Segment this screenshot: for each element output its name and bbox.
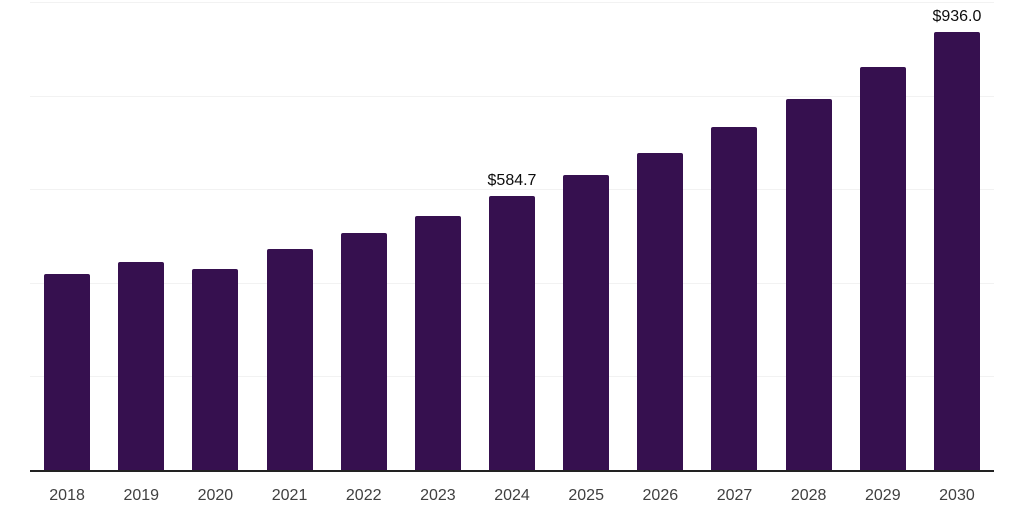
bar-2028 [785, 99, 832, 470]
gridline-600 [30, 189, 994, 191]
bar-2026 [637, 153, 684, 470]
x-tick-2020: 2020 [197, 487, 234, 504]
bar-2021 [266, 248, 313, 470]
x-tick-2022: 2022 [345, 487, 382, 504]
x-tick-2018: 2018 [49, 487, 85, 504]
x-tick-2019: 2019 [123, 487, 160, 504]
bar-2030 [933, 31, 980, 470]
plot-area: $584.7 $936.0 [30, 2, 994, 472]
x-tick-2030: 2030 [939, 487, 975, 504]
bar-2029 [859, 67, 906, 470]
bar-2024 [489, 196, 535, 470]
x-axis-tick-labels: 2018 2019 2020 2021 2022 2023 2024 2025 2026 2027… [30, 474, 994, 505]
bar-2025 [563, 175, 610, 470]
x-tick-2028: 2028 [790, 487, 827, 504]
x-tick-2026: 2026 [642, 487, 679, 504]
x-tick-2025: 2025 [568, 487, 604, 504]
bar-value-label-2024: $584.7 [487, 172, 537, 190]
bar-2020 [192, 268, 239, 470]
x-tick-2021: 2021 [271, 487, 308, 504]
x-tick-2027: 2027 [716, 487, 753, 504]
x-tick-2023: 2023 [420, 487, 456, 504]
bar-2023 [414, 215, 461, 470]
bar-2022 [340, 232, 387, 470]
bar-2027 [711, 126, 758, 470]
x-tick-2029: 2029 [865, 487, 901, 504]
gridline-800 [30, 95, 994, 97]
bar-value-label-2030: $936.0 [932, 7, 982, 25]
gridline-1000 [30, 2, 994, 3]
bar-2019 [118, 261, 165, 470]
bar-2018 [44, 273, 91, 470]
x-tick-2024: 2024 [494, 487, 530, 504]
